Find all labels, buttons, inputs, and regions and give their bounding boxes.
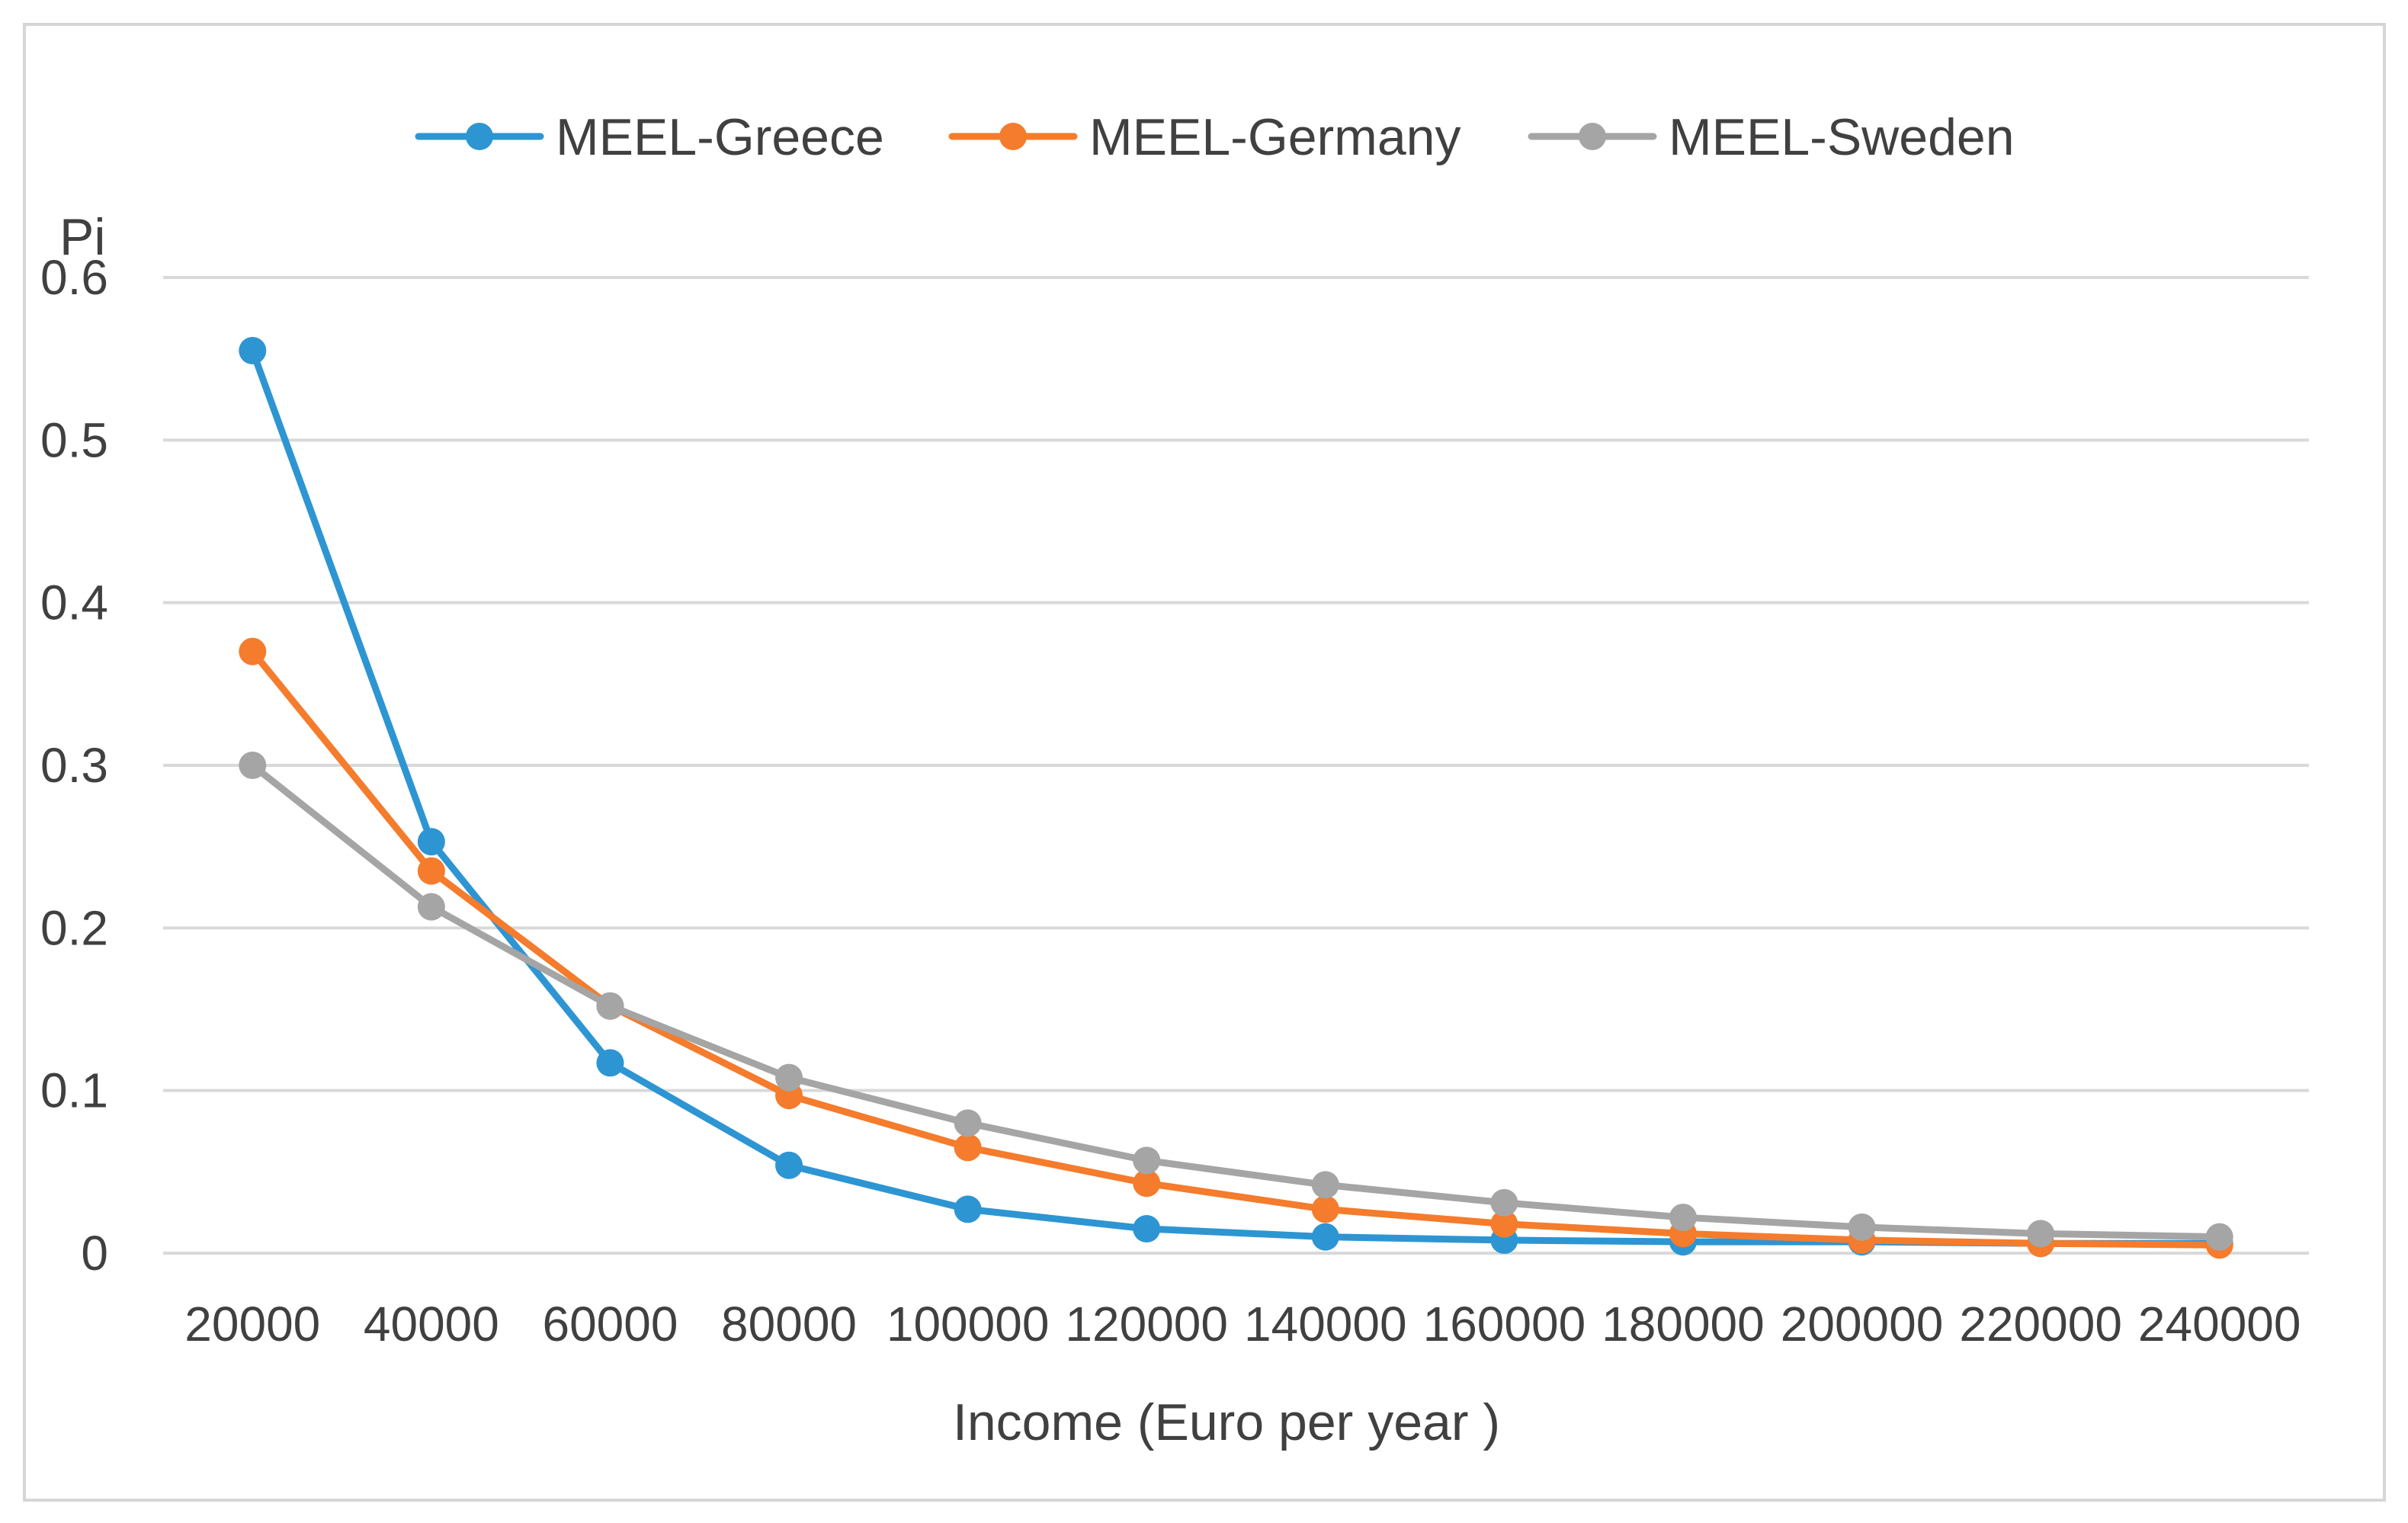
data-point <box>775 1151 803 1179</box>
data-point <box>1311 1171 1339 1199</box>
series-line <box>248 347 2224 1247</box>
data-point <box>1133 1169 1161 1198</box>
data-point <box>596 992 624 1020</box>
x-tick-label: 20000 <box>184 1297 320 1351</box>
y-tick-label: 0.5 <box>40 412 108 467</box>
data-point <box>417 828 445 856</box>
data-point <box>596 1049 624 1077</box>
data-point <box>1490 1188 1518 1217</box>
x-axis-ticks: 20000 40000 60000 80000 100000 120000 140000 16… <box>184 1297 2301 1351</box>
data-point <box>1133 1215 1161 1242</box>
x-tick-label: 160000 <box>1423 1297 1586 1351</box>
data-point <box>417 893 445 921</box>
y-tick-label: 0.2 <box>40 900 108 955</box>
legend-marker <box>466 123 493 150</box>
data-point <box>1311 1223 1339 1251</box>
x-tick-label: 220000 <box>1959 1297 2122 1351</box>
data-point <box>1490 1210 1518 1238</box>
x-tick-label: 240000 <box>2138 1297 2301 1351</box>
legend-marker <box>999 123 1027 150</box>
series-meel-germany <box>239 637 2233 1259</box>
x-tick-label: 200000 <box>1781 1297 1944 1351</box>
data-point <box>239 637 267 665</box>
y-tick-label: 0 <box>81 1226 108 1281</box>
x-tick-label: 100000 <box>887 1297 1050 1351</box>
data-point <box>1848 1213 1876 1241</box>
legend-item: MEEL-Sweden <box>1528 108 2015 166</box>
data-point <box>954 1133 982 1162</box>
series-line <box>248 762 2224 1241</box>
series-line <box>248 648 2224 1249</box>
legend-item: MEEL-Germany <box>948 108 1461 166</box>
data-point <box>1311 1195 1339 1223</box>
y-tick-label: 0.4 <box>40 576 108 630</box>
y-axis-ticks: 0 0.1 0.2 0.3 0.4 0.5 0.6 <box>40 250 108 1281</box>
data-point <box>775 1063 803 1092</box>
data-point <box>2205 1223 2233 1251</box>
y-tick-label: 0.1 <box>40 1063 108 1118</box>
x-tick-label: 180000 <box>1602 1297 1765 1351</box>
x-tick-label: 60000 <box>542 1297 678 1351</box>
x-tick-label: 140000 <box>1244 1297 1407 1351</box>
legend-label: MEEL-Greece <box>556 108 884 166</box>
data-point <box>239 337 267 364</box>
y-tick-label: 0.6 <box>40 250 108 305</box>
legend: MEEL-Greece MEEL-Germany MEEL-Sweden <box>415 108 2015 166</box>
x-tick-label: 40000 <box>364 1297 499 1351</box>
y-axis-title: Pi <box>59 208 105 266</box>
series-meel-sweden <box>239 752 2233 1251</box>
x-tick-label: 120000 <box>1065 1297 1228 1351</box>
y-tick-label: 0.3 <box>40 738 108 793</box>
x-axis-title: Income (Euro per year ) <box>953 1393 1500 1451</box>
series <box>239 337 2233 1259</box>
series-meel-greece <box>239 337 2233 1258</box>
legend-marker <box>1579 123 1606 150</box>
data-point <box>239 752 267 779</box>
gridlines <box>163 276 2309 1255</box>
legend-label: MEEL-Sweden <box>1669 108 2015 166</box>
chart-frame: 0 0.1 0.2 0.3 0.4 0.5 0.6 20000 40000 60000 80000… <box>23 23 2386 1502</box>
legend-item: MEEL-Greece <box>415 108 884 166</box>
data-point <box>954 1195 982 1223</box>
data-point <box>417 857 445 885</box>
line-chart: 0 0.1 0.2 0.3 0.4 0.5 0.6 20000 40000 60000 80000… <box>40 108 2309 1451</box>
x-tick-label: 80000 <box>721 1297 857 1351</box>
data-point <box>2027 1220 2055 1248</box>
data-point <box>1669 1204 1697 1232</box>
legend-label: MEEL-Germany <box>1089 108 1461 166</box>
data-point <box>954 1109 982 1137</box>
data-point <box>1133 1146 1161 1175</box>
